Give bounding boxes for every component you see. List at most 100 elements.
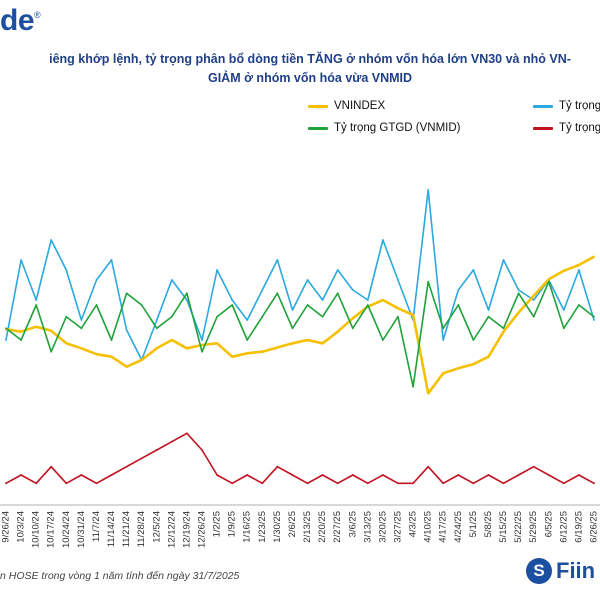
series-1-point bbox=[578, 269, 580, 271]
series-2-point bbox=[442, 327, 445, 330]
series-0-point bbox=[532, 294, 535, 297]
series-line-2 bbox=[5, 280, 595, 388]
series-3-point bbox=[397, 482, 399, 485]
series-2-point bbox=[321, 315, 324, 318]
series-3-point bbox=[155, 449, 158, 451]
series-3-point bbox=[20, 474, 22, 476]
series-3-point bbox=[50, 465, 53, 468]
series-2-point bbox=[140, 304, 143, 306]
legend-item-vnindex: VNINDEX bbox=[308, 100, 385, 112]
series-2-point bbox=[427, 280, 430, 283]
x-tick-label: 1/16/25 bbox=[242, 511, 253, 543]
series-3-point bbox=[80, 474, 83, 476]
series-0-point bbox=[246, 352, 249, 355]
x-tick-label: 4/17/25 bbox=[438, 511, 449, 543]
series-3-point bbox=[125, 465, 128, 468]
series-0-point bbox=[502, 330, 505, 333]
series-3-point bbox=[517, 474, 520, 476]
series-3-point bbox=[170, 440, 173, 443]
series-2-point bbox=[20, 339, 22, 341]
series-1-point bbox=[5, 339, 7, 341]
series-2-point bbox=[397, 315, 399, 318]
series-1-point bbox=[246, 319, 249, 321]
series-3-point bbox=[291, 474, 294, 476]
series-2-point bbox=[562, 327, 565, 330]
series-0-point bbox=[306, 339, 309, 341]
x-tick-label: 5/29/25 bbox=[528, 511, 539, 543]
series-1-point bbox=[261, 289, 264, 291]
series-1-point bbox=[593, 319, 595, 321]
series-0-point bbox=[186, 347, 188, 350]
legend-item-blue: Tỷ trọng bbox=[533, 100, 600, 112]
series-3-point bbox=[140, 457, 143, 460]
series-0-point bbox=[472, 363, 475, 366]
series-2-point bbox=[578, 304, 580, 306]
series-2-point bbox=[291, 327, 294, 330]
x-tick-label: 1/9/25 bbox=[227, 511, 238, 537]
series-line-3 bbox=[5, 432, 595, 485]
series-3-point bbox=[547, 474, 550, 476]
series-1-point bbox=[125, 329, 128, 331]
x-tick-label: 6/5/25 bbox=[543, 511, 554, 537]
series-1-point bbox=[155, 319, 158, 321]
series-0-point bbox=[382, 299, 384, 301]
series-2-point bbox=[472, 339, 475, 341]
x-tick-label: 2/20/25 bbox=[317, 511, 328, 543]
series-3-point bbox=[261, 482, 264, 485]
series-3-point bbox=[472, 482, 475, 485]
x-tick-label: 12/26/24 bbox=[197, 511, 208, 548]
series-0-point bbox=[442, 372, 445, 375]
x-tick-label: 3/27/25 bbox=[393, 511, 404, 543]
series-2-point bbox=[125, 292, 128, 295]
series-0-point bbox=[593, 255, 595, 258]
series-2-point bbox=[110, 339, 113, 341]
series-1-point bbox=[517, 289, 520, 291]
x-tick-label: 6/12/25 bbox=[558, 511, 569, 543]
series-0-point bbox=[397, 307, 399, 310]
series-1-point bbox=[201, 339, 203, 341]
series-0-point bbox=[291, 342, 294, 345]
series-0-point bbox=[351, 317, 354, 320]
series-2-point bbox=[186, 292, 188, 295]
series-0-point bbox=[216, 342, 219, 345]
x-tick-label: 4/24/25 bbox=[453, 511, 464, 543]
series-3-point bbox=[366, 482, 369, 485]
series-0-point bbox=[427, 392, 430, 395]
series-0-point bbox=[276, 346, 279, 349]
series-3-point bbox=[95, 482, 98, 485]
brand-mark: ® bbox=[34, 10, 41, 20]
series-2-point bbox=[487, 315, 490, 318]
series-0-point bbox=[110, 355, 113, 358]
series-3-point bbox=[502, 482, 505, 485]
series-1-point bbox=[35, 299, 38, 301]
series-0-point bbox=[547, 278, 550, 281]
series-0-point bbox=[125, 365, 128, 368]
series-2-point bbox=[35, 304, 38, 306]
x-tick-label: 6/26/25 bbox=[589, 511, 600, 543]
series-3-point bbox=[457, 474, 460, 476]
x-tick-label: 2/6/25 bbox=[287, 511, 298, 537]
brand-logo: de® bbox=[0, 4, 41, 38]
x-tick-label: 11/21/24 bbox=[121, 511, 132, 547]
series-1-point bbox=[110, 259, 113, 261]
series-1-point bbox=[20, 259, 22, 261]
series-2-point bbox=[517, 292, 520, 295]
series-0-point bbox=[261, 350, 264, 353]
series-0-point bbox=[65, 342, 68, 345]
series-1-point bbox=[351, 289, 354, 291]
series-3-point bbox=[216, 474, 219, 476]
series-2-point bbox=[351, 327, 354, 330]
series-3-point bbox=[442, 482, 445, 485]
x-tick-label: 3/20/25 bbox=[377, 511, 388, 543]
series-2-point bbox=[457, 304, 460, 306]
series-2-point bbox=[502, 327, 505, 330]
series-3-point bbox=[5, 482, 7, 485]
x-tick-label: 11/14/24 bbox=[106, 511, 117, 547]
legend-item-vnmid: Tỷ trọng GTGD (VNMID) bbox=[308, 122, 461, 134]
series-0-point bbox=[231, 355, 234, 358]
legend-label-red: Tỷ trọng bbox=[559, 122, 600, 134]
series-3-point bbox=[578, 474, 580, 476]
x-tick-label: 10/3/24 bbox=[16, 511, 27, 543]
x-tick-label: 4/10/25 bbox=[423, 511, 434, 543]
chart-title-line-2: GIẢM ở nhóm vốn hóa vừa VNMID bbox=[207, 71, 413, 85]
